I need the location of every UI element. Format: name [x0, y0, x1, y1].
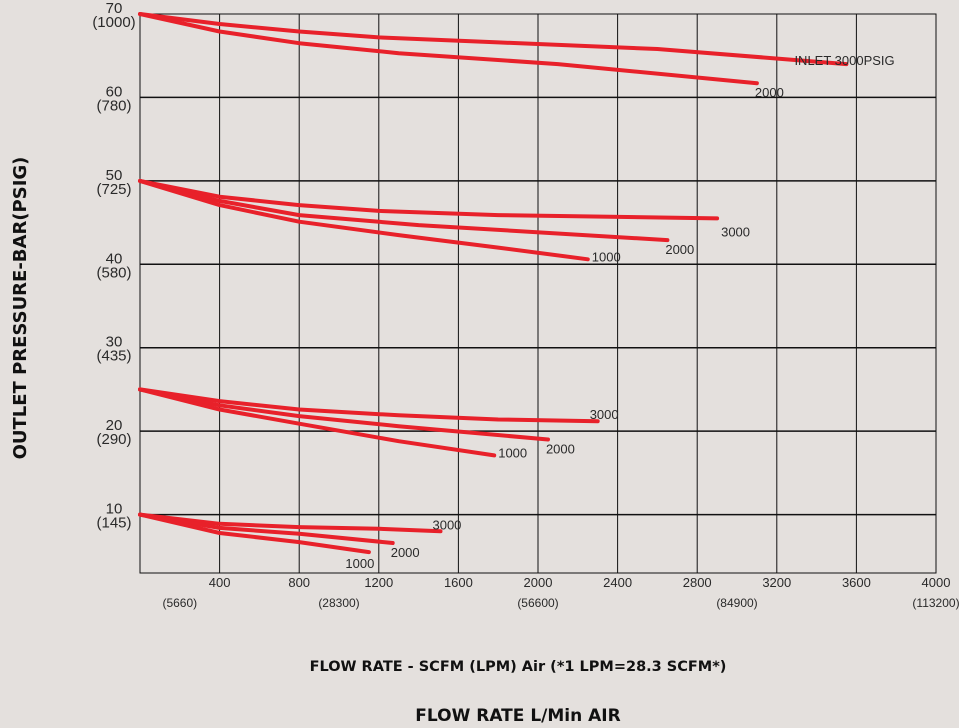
y-tick-psig-label: (780): [96, 97, 131, 114]
curve-label: 2000: [546, 442, 575, 457]
x-lpm-tick-labels: (5660) (28300) (56600) (84900) (113200): [162, 596, 959, 610]
curve-line: [138, 178, 720, 221]
x-tick-label: 2800: [683, 575, 712, 590]
curve-line: [138, 12, 759, 86]
curve-label: 2000: [391, 545, 420, 560]
curve-label: INLET 3000PSIG: [794, 53, 894, 68]
y-tick-bar-label: 30: [106, 334, 123, 351]
x-lpm-tick-label: (113200): [912, 596, 959, 610]
x-tick-label: 800: [288, 575, 310, 590]
curve-line: [138, 512, 395, 545]
x-tick-label: 3200: [762, 575, 791, 590]
x-tick-label: 1600: [444, 575, 473, 590]
y-tick-psig-label: (580): [96, 264, 131, 281]
x-tick-label: 3600: [842, 575, 871, 590]
y-tick-bar-label: 20: [106, 417, 123, 434]
y-tick-bar-label: 10: [106, 501, 123, 518]
y-tick-psig-label: (1000): [92, 14, 135, 31]
curve-line: [138, 387, 600, 424]
curve-line: [138, 387, 497, 458]
y-tick-bar-label: 50: [106, 167, 123, 184]
y-tick-bar-label: 40: [106, 250, 123, 267]
curve-label: 3000: [590, 407, 619, 422]
y-tick-bar-label: 60: [106, 83, 123, 100]
x-axis-title-lpm: FLOW RATE L/Min AIR: [415, 706, 620, 726]
grid-lines: [140, 13, 936, 573]
curve-label: 1000: [592, 249, 621, 264]
y-tick-labels: 70(1000) 60(780) 50(725) 40(580) 30(435) 20(2…: [92, 0, 135, 532]
curve-line: [138, 512, 371, 555]
curve-line: [138, 12, 849, 67]
x-tick-label: 400: [209, 575, 231, 590]
x-tick-label: 4000: [922, 575, 951, 590]
curve-line: [138, 178, 670, 243]
y-tick-psig-label: (145): [96, 515, 131, 532]
x-axis-title: FLOW RATE - SCFM (LPM) Air (*1 LPM=28.3 …: [310, 659, 727, 675]
x-tick-label: 2400: [603, 575, 632, 590]
x-lpm-tick-label: (5660): [162, 596, 197, 610]
curves: [138, 12, 849, 555]
curve-label: 1000: [345, 556, 374, 571]
curve-label: 3000: [432, 517, 461, 532]
curve-line: [138, 512, 443, 534]
x-lpm-tick-label: (84900): [716, 596, 757, 610]
x-tick-label: 1200: [364, 575, 393, 590]
curve-label: 3000: [721, 224, 750, 239]
y-tick-psig-label: (435): [96, 348, 131, 365]
y-tick-bar-label: 70: [106, 0, 123, 17]
curve-line: [138, 387, 550, 442]
y-tick-psig-label: (725): [96, 181, 131, 198]
curve-label: 2000: [755, 85, 784, 100]
curve-label: 1000: [498, 445, 527, 460]
x-tick-labels: 400 800 1200 1600 2000 2400 2800 3200 3600 4000: [209, 575, 951, 590]
x-lpm-tick-label: (56600): [517, 596, 558, 610]
curve-labels: INLET 3000PSIG 2000 3000 2000 1000 3000 2000 10…: [345, 53, 894, 571]
y-tick-psig-label: (290): [96, 431, 131, 448]
x-tick-label: 2000: [524, 575, 553, 590]
curve-line: [138, 178, 590, 262]
y-axis-title: OUTLET PRESSURE-BAR(PSIG): [10, 157, 31, 460]
curve-label: 2000: [665, 242, 694, 257]
x-lpm-tick-label: (28300): [318, 596, 359, 610]
